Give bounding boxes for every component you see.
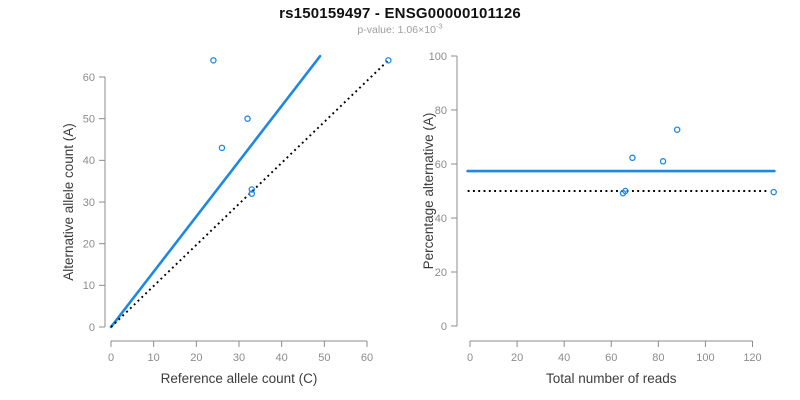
- p-value-exponent: -3: [435, 21, 443, 31]
- data-point: [622, 187, 629, 195]
- y-tick-label: 20: [83, 238, 95, 250]
- x-tick-label: 20: [190, 352, 202, 364]
- y-tick-label: 10: [83, 280, 95, 292]
- data-point: [248, 190, 256, 197]
- y-tick-label: 40: [435, 213, 447, 225]
- y-tick-label: 60: [83, 72, 95, 84]
- data-point: [629, 154, 636, 162]
- x-tick-label: 30: [233, 352, 245, 364]
- data-point: [210, 57, 217, 64]
- data-point: [770, 188, 777, 196]
- p-value-text: p-value: 1.06×10: [357, 24, 436, 36]
- identity-line: [110, 58, 391, 328]
- x-tick-label: 80: [652, 352, 664, 364]
- x-tick-label: 60: [361, 352, 373, 364]
- data-point: [248, 186, 256, 193]
- x-axis-label: Total number of reads: [546, 371, 677, 386]
- x-tick-label: 20: [511, 352, 523, 364]
- y-tick-label: 40: [83, 155, 95, 167]
- x-axis-label: Reference allele count (C): [161, 371, 318, 386]
- y-tick-label: 30: [83, 197, 95, 209]
- data-point: [385, 57, 392, 64]
- y-tick-label: 0: [89, 322, 95, 334]
- fitted-ratio-line: [109, 54, 322, 329]
- data-point: [244, 115, 251, 122]
- x-tick-label: 100: [696, 352, 714, 364]
- x-tick-label: 10: [148, 352, 160, 364]
- y-tick-label: 50: [83, 113, 95, 125]
- y-axis-label: Percentage alternative (A): [421, 113, 436, 270]
- x-tick-label: 0: [467, 352, 473, 364]
- x-tick-label: 40: [276, 352, 288, 364]
- x-tick-label: 50: [318, 352, 330, 364]
- y-tick-label: 100: [429, 51, 447, 63]
- x-tick-label: 40: [558, 352, 570, 364]
- data-point: [659, 158, 667, 165]
- y-axis-label: Alternative allele count (A): [61, 123, 76, 281]
- x-tick-label: 60: [605, 352, 617, 364]
- x-tick-label: 0: [108, 352, 114, 364]
- p-value-subtitle: p-value: 1.06×10-3: [0, 21, 800, 36]
- y-tick-label: 0: [441, 321, 447, 333]
- data-point: [673, 126, 681, 133]
- y-tick-label: 20: [435, 267, 447, 279]
- x-tick-label: 120: [743, 352, 761, 364]
- figure-header: rs150159497 - ENSG00000101126 p-value: 1…: [0, 5, 800, 36]
- data-point: [218, 144, 226, 152]
- y-tick-label: 60: [435, 159, 447, 171]
- figure-title: rs150159497 - ENSG00000101126: [279, 5, 521, 22]
- y-tick-label: 80: [435, 105, 447, 117]
